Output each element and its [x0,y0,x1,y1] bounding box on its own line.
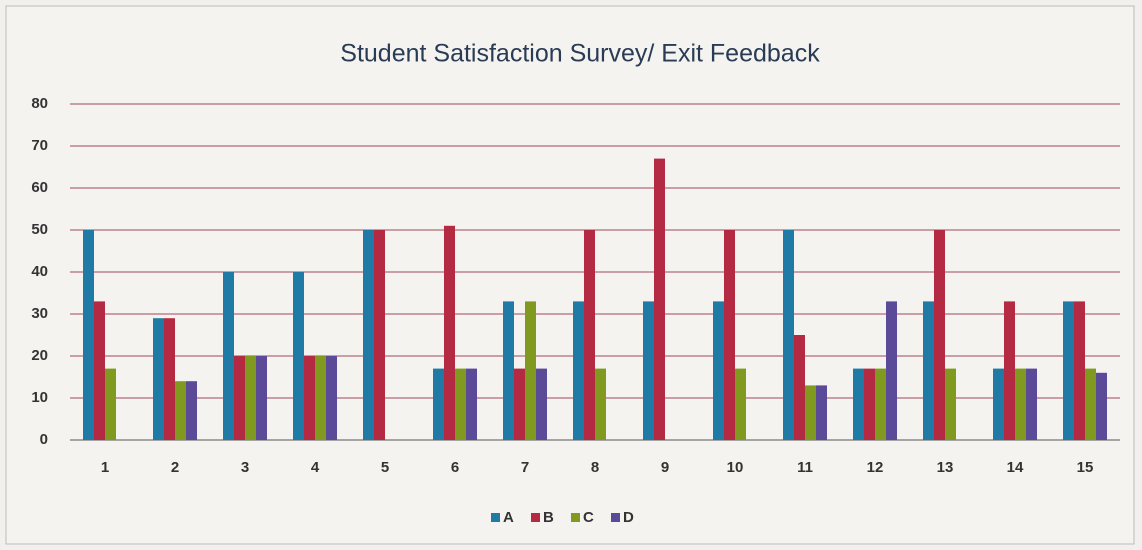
x-tick-label: 11 [797,459,813,476]
y-tick-label: 10 [31,389,48,406]
y-tick-label: 40 [31,263,48,280]
y-tick-label: 80 [31,95,48,112]
x-tick-label: 6 [451,459,459,476]
bar [153,318,164,440]
bar [1063,301,1074,440]
legend-swatch [571,513,580,522]
bar [934,230,945,440]
bar [83,230,94,440]
x-tick-label: 4 [311,459,320,476]
bar [864,368,875,440]
bar [783,230,794,440]
bar [643,301,654,440]
y-tick-label: 70 [31,137,48,154]
x-tick-label: 2 [171,459,179,476]
bar [875,368,886,440]
bar [433,368,444,440]
bar [1026,368,1037,440]
bar [945,368,956,440]
bar [724,230,735,440]
bar [223,272,234,440]
bar [923,301,934,440]
bar [234,356,245,440]
bar [94,301,105,440]
bar [993,368,1004,440]
bar [374,230,385,440]
x-tick-label: 15 [1077,459,1094,476]
bar [1074,301,1085,440]
bar [713,301,724,440]
bar [326,356,337,440]
x-tick-label: 5 [381,459,389,476]
bar [853,368,864,440]
x-tick-label: 7 [521,459,529,476]
bar [1015,368,1026,440]
bar [654,158,665,440]
bar [595,368,606,440]
chart-title: Student Satisfaction Survey/ Exit Feedba… [340,40,820,68]
bar [794,335,805,440]
bar [164,318,175,440]
x-tick-label: 1 [101,459,109,476]
bar [245,356,256,440]
bar [175,381,186,440]
chart-frame [5,5,1135,545]
x-tick-label: 12 [867,459,884,476]
y-tick-label: 60 [31,179,48,196]
legend-swatch [611,513,620,522]
bar [1096,372,1107,440]
bar [525,301,536,440]
bar [455,368,466,440]
legend-label: C [583,509,594,526]
y-tick-label: 20 [31,347,48,364]
x-tick-label: 14 [1007,459,1024,476]
x-tick-label: 9 [661,459,669,476]
bar [503,301,514,440]
bar [105,368,116,440]
bar [444,225,455,440]
bar [886,301,897,440]
x-tick-label: 13 [937,459,954,476]
bar [363,230,374,440]
bar [293,272,304,440]
bar [304,356,315,440]
bar [186,381,197,440]
bar [536,368,547,440]
x-tick-label: 10 [727,459,744,476]
y-tick-label: 30 [31,305,48,322]
bar [514,368,525,440]
y-tick-label: 0 [40,431,48,448]
legend-swatch [491,513,500,522]
bar [816,385,827,440]
bar [1004,301,1015,440]
legend-label: A [503,509,514,526]
bar [315,356,326,440]
x-tick-label: 8 [591,459,599,476]
x-tick-label: 3 [241,459,249,476]
bar [1085,368,1096,440]
bar [466,368,477,440]
bar [805,385,816,440]
bar [735,368,746,440]
y-tick-label: 50 [31,221,48,238]
legend-swatch [531,513,540,522]
legend-label: D [623,509,634,526]
legend-label: B [543,509,554,526]
bar [256,356,267,440]
bar [573,301,584,440]
bar [584,230,595,440]
